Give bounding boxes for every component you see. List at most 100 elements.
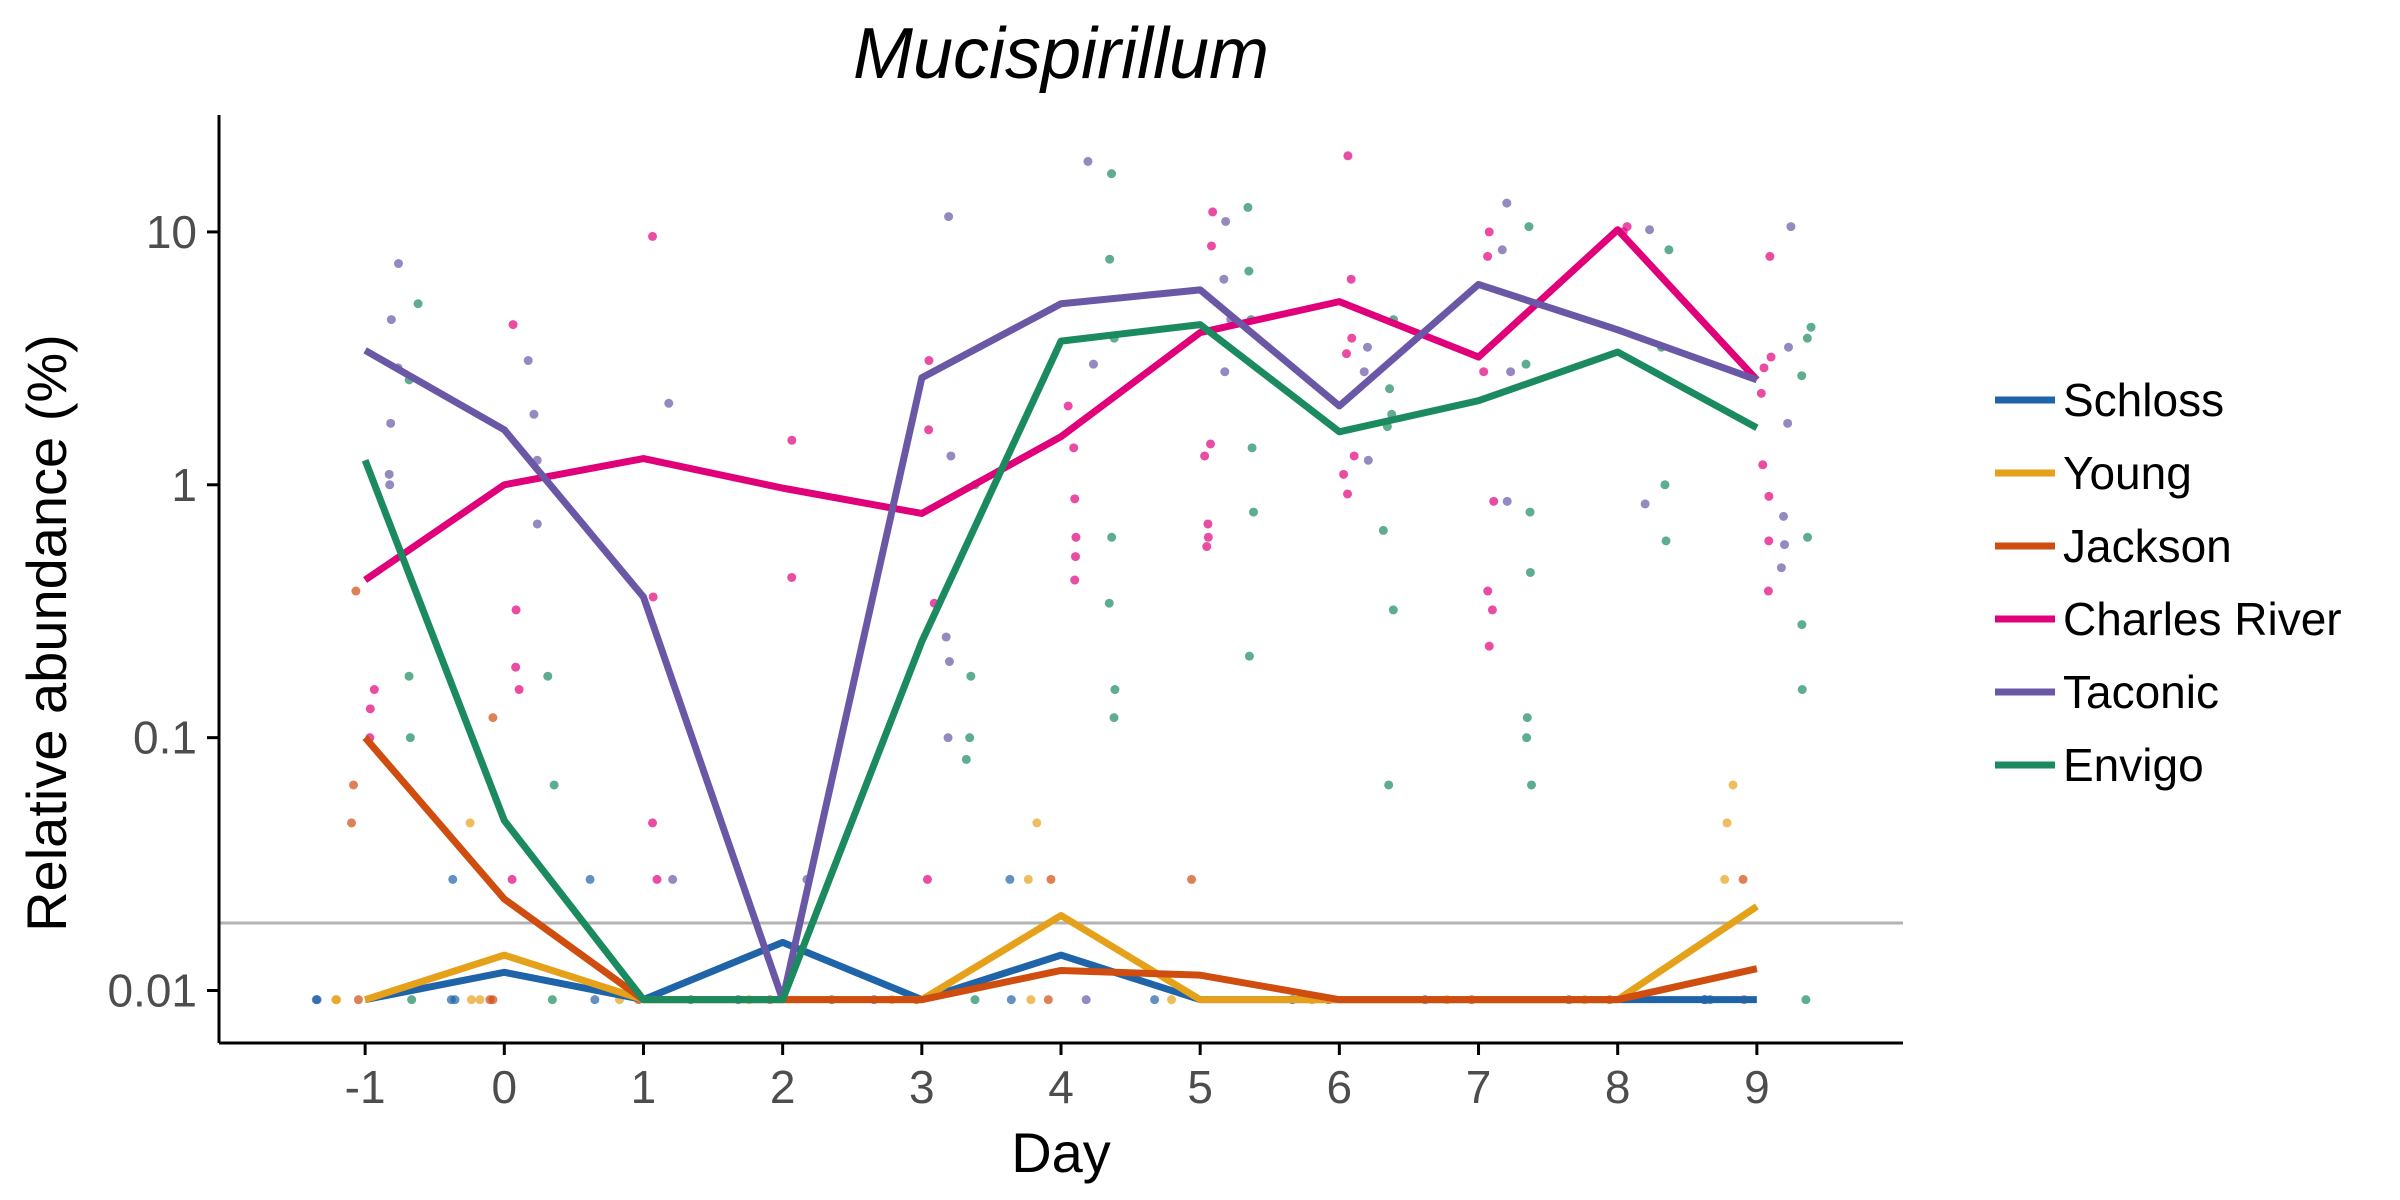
data-point — [450, 995, 460, 1005]
data-point — [386, 315, 396, 325]
data-point — [1378, 525, 1388, 535]
data-point — [1764, 491, 1774, 501]
data-point — [1341, 349, 1351, 359]
data-point — [393, 259, 403, 269]
y-tick-label: 10 — [146, 206, 197, 258]
data-point — [924, 425, 934, 435]
data-point — [1023, 874, 1033, 884]
data-point — [1764, 536, 1774, 546]
data-point — [1110, 685, 1120, 695]
points-layer — [311, 151, 1816, 1005]
data-point — [384, 469, 394, 479]
data-point — [1006, 995, 1016, 1005]
data-point — [1756, 388, 1766, 398]
data-point — [1802, 333, 1812, 343]
data-point — [943, 733, 953, 743]
legend-label: Schloss — [2063, 374, 2224, 426]
data-point — [1720, 874, 1730, 884]
data-point — [1070, 552, 1080, 562]
data-point — [1104, 598, 1114, 608]
data-point — [1779, 511, 1789, 521]
data-point — [385, 480, 395, 490]
data-point — [585, 874, 595, 884]
data-point — [347, 818, 357, 828]
x-tick-label: 1 — [631, 1061, 657, 1113]
data-point — [944, 657, 954, 667]
data-point — [1363, 455, 1373, 465]
data-point — [312, 995, 322, 1005]
data-point — [1640, 499, 1650, 509]
data-point — [1797, 371, 1807, 381]
data-point — [1780, 540, 1790, 550]
data-point — [1803, 532, 1813, 542]
data-point — [1202, 542, 1212, 552]
data-point — [1083, 156, 1093, 166]
data-point — [1220, 367, 1230, 377]
data-point — [1738, 874, 1748, 884]
data-point — [1005, 874, 1015, 884]
data-point — [1484, 227, 1494, 237]
data-point — [1070, 494, 1080, 504]
data-point — [1722, 818, 1732, 828]
data-point — [1759, 363, 1769, 373]
data-point — [966, 671, 976, 681]
data-point — [547, 995, 557, 1005]
x-axis-title: Day — [1011, 1121, 1111, 1184]
data-point — [1479, 367, 1489, 377]
legend-label: Charles River — [2063, 593, 2342, 645]
x-tick-label: 3 — [909, 1061, 935, 1113]
data-point — [532, 519, 542, 529]
x-tick-label: 7 — [1466, 1061, 1492, 1113]
data-point — [1497, 245, 1507, 255]
data-point — [386, 418, 396, 428]
data-point — [1524, 222, 1534, 232]
x-tick-label: 8 — [1605, 1061, 1631, 1113]
series-line — [361, 321, 1759, 1004]
data-point — [1071, 532, 1081, 542]
data-point — [1506, 367, 1516, 377]
data-point — [1203, 519, 1213, 529]
legend-label: Young — [2063, 447, 2192, 499]
data-point — [1200, 451, 1210, 461]
x-tick-label: 4 — [1048, 1061, 1074, 1113]
data-point — [1107, 532, 1117, 542]
data-point — [1765, 251, 1775, 261]
data-point — [1522, 733, 1532, 743]
data-point — [331, 995, 341, 1005]
data-point — [664, 398, 674, 408]
data-point — [965, 733, 975, 743]
x-axis-ticks: -1 0 1 2 3 4 5 6 7 8 9 — [345, 1043, 1770, 1113]
data-point — [1483, 251, 1493, 261]
data-point — [1088, 359, 1098, 369]
data-point — [448, 874, 458, 884]
series-line — [363, 226, 1760, 583]
data-point — [1776, 563, 1786, 573]
data-point — [1243, 202, 1253, 212]
data-point — [961, 754, 971, 764]
data-point — [1388, 605, 1398, 615]
data-point — [787, 435, 797, 445]
data-point — [1063, 401, 1073, 411]
data-point — [1359, 367, 1369, 377]
data-point — [922, 874, 932, 884]
data-point — [1343, 489, 1353, 499]
data-point — [508, 320, 518, 330]
data-point — [1385, 384, 1395, 394]
series-line — [363, 280, 1759, 1004]
data-point — [1801, 995, 1811, 1005]
data-point — [652, 874, 662, 884]
y-axis-ticks: 0.01 0.1 1 10 — [107, 206, 219, 1017]
data-point — [365, 704, 375, 714]
data-point — [1758, 460, 1768, 470]
data-point — [1526, 780, 1536, 790]
data-point — [549, 780, 559, 790]
legend-label: Envigo — [2063, 739, 2204, 791]
data-point — [1247, 443, 1257, 453]
data-point — [507, 874, 517, 884]
data-point — [1026, 995, 1036, 1005]
data-point — [351, 586, 361, 596]
data-point — [511, 605, 521, 615]
data-point — [1483, 586, 1493, 596]
data-point — [1032, 818, 1042, 828]
data-point — [404, 671, 414, 681]
